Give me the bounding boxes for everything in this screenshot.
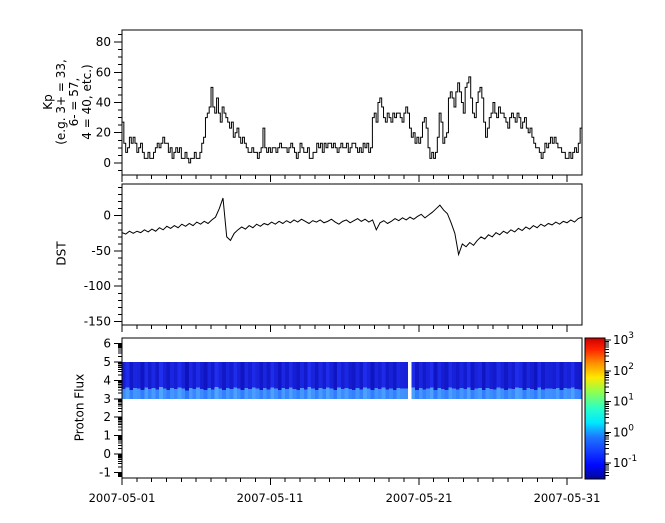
- generated-chart-layers: 8060402000-50-100-1506543210-11031021011…: [84, 29, 637, 485]
- flux-y-tick-label: 1: [103, 429, 111, 443]
- x-tick-label-2007-05-01: 2007-05-01: [89, 491, 156, 505]
- colorbar-gradient: [585, 338, 605, 479]
- x-tick-label-2007-05-31: 2007-05-31: [534, 491, 601, 505]
- dst-y-tick-label: 0: [103, 209, 111, 223]
- flux-x-ticks: [121, 478, 568, 485]
- kp-axis-label: Kp (e.g. 3+ = 33, 6- = 57, 4 = 40, etc.): [41, 59, 94, 145]
- x-tick-label-2007-05-11: 2007-05-11: [237, 491, 304, 505]
- flux-y-tick-label: 0: [103, 447, 111, 461]
- colorbar-tick-label: 100: [613, 423, 634, 439]
- proton-flux-spectrogram-band: [122, 361, 583, 399]
- kp-x-ticks: [121, 175, 568, 182]
- kp-step-line: [122, 76, 582, 164]
- colorbar-tick-label: 102: [613, 362, 634, 378]
- flux-y-tick-label: 3: [103, 392, 111, 406]
- kp-y-tick-label: 40: [96, 96, 111, 110]
- kp-y-tick-label: 20: [96, 126, 111, 140]
- flux-panel: 6 5 4 3 2 1 0 -1: [99, 337, 583, 485]
- dst-axis-label: DST: [54, 241, 69, 266]
- flux-y-ticks: [114, 343, 122, 478]
- dst-y-tick-label: -150: [84, 314, 111, 328]
- x-tick-label-2007-05-21: 2007-05-21: [386, 491, 453, 505]
- dst-y-tick-label: -100: [84, 279, 111, 293]
- colorbar-ticks: [605, 339, 611, 476]
- flux-frame: [121, 337, 583, 479]
- dst-panel: 0 -50 -100 -150: [84, 183, 583, 332]
- flux-y-tick-label: 6: [103, 337, 111, 351]
- colorbar: 103 102 101 100 10-1: [584, 331, 637, 480]
- proton-flux-axis-label: Proton Flux: [72, 373, 87, 442]
- flux-y-tick-label: -1: [99, 465, 111, 479]
- colorbar-tick-label: 10-1: [613, 454, 637, 470]
- kp-y-tick-label: 60: [96, 65, 111, 79]
- kp-frame: [121, 29, 583, 176]
- kp-y-tick-label: 80: [96, 35, 111, 49]
- dst-frame: [121, 183, 583, 326]
- flux-y-tick-label: 5: [103, 355, 111, 369]
- colorbar-tick-label: 103: [613, 331, 634, 347]
- kp-panel: 80 60 40 20 0: [96, 29, 583, 182]
- dst-line: [121, 197, 583, 257]
- flux-y-tick-label: 4: [103, 373, 111, 387]
- dst-y-ticks: [114, 187, 122, 322]
- colorbar-tick-label: 101: [613, 393, 634, 409]
- dst-x-ticks: [121, 325, 568, 332]
- kp-y-ticks: [114, 34, 122, 171]
- kp-y-tick-label: 0: [103, 156, 111, 170]
- dst-y-tick-label: -50: [91, 244, 111, 258]
- flux-y-tick-label: 2: [103, 410, 111, 424]
